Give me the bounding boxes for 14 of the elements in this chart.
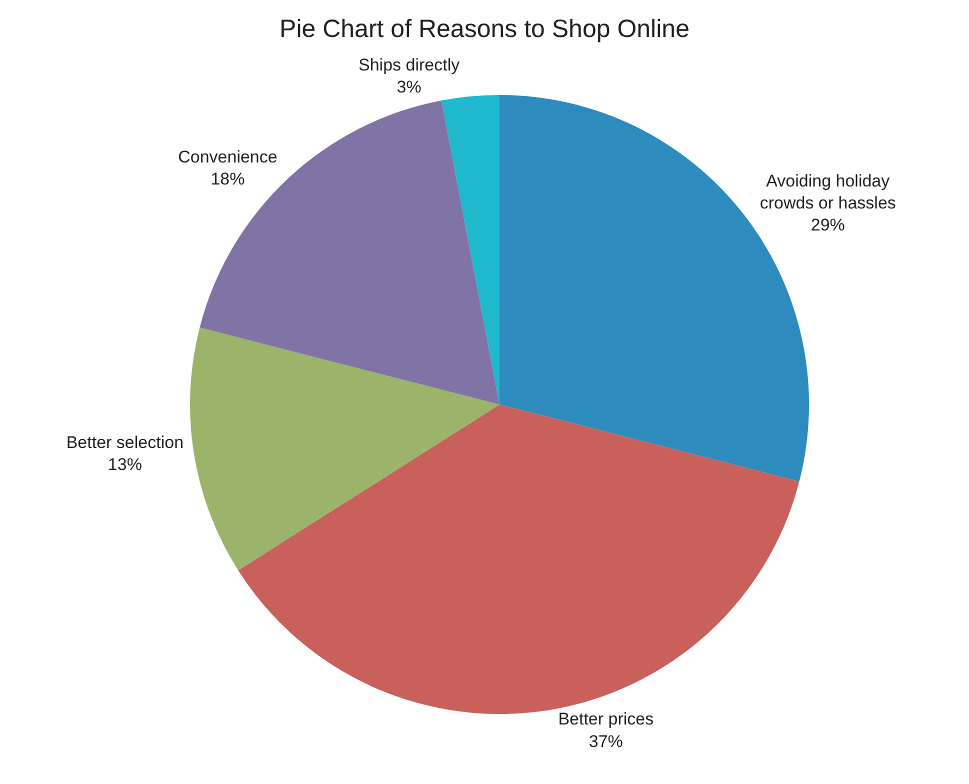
slice-label: Ships directly [358,55,460,74]
data-label: 29% [810,216,845,235]
pie-slice [190,328,500,570]
chart-title: Pie Chart of Reasons to Shop Online [280,15,690,44]
data-label: 3% [396,78,422,97]
data-label: 13% [108,454,142,474]
pie-slice [442,95,500,404]
slice-label: Better selection [66,432,184,452]
data-label: 18% [210,170,245,189]
slice-label: Convenience [178,147,278,166]
slice-label: Better prices [558,710,654,729]
pie-slice [238,404,800,714]
slice-label: Avoiding holiday crowds or hassles [760,171,896,212]
data-label: 37% [588,732,623,751]
